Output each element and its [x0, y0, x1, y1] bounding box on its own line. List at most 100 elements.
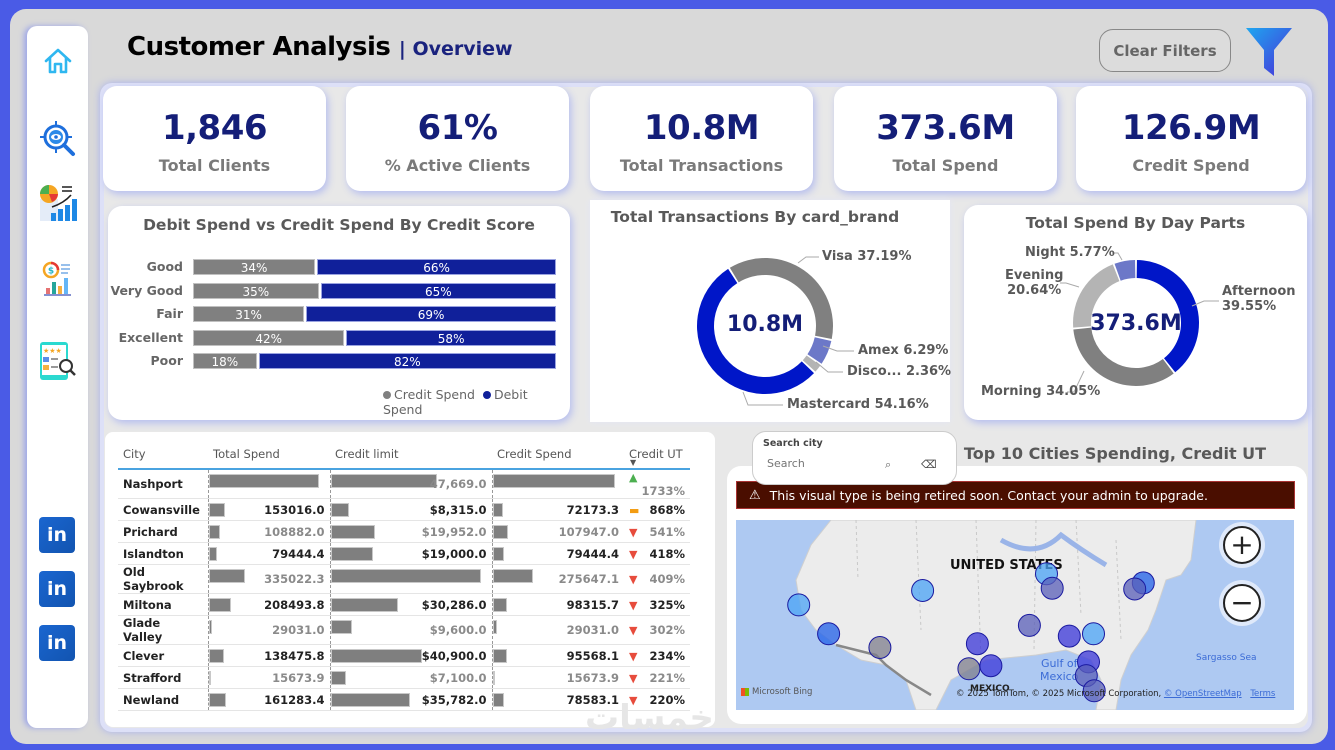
map-bubble[interactable] [957, 657, 981, 681]
cell-value: 29031.0 [566, 623, 619, 637]
linkedin-icon[interactable]: in [39, 571, 75, 607]
search-input[interactable] [767, 457, 867, 470]
table-row[interactable]: Strafford 15673.9 $7,100.0 15673.9 ▼ 221% [118, 666, 690, 689]
terms-link[interactable]: Terms [1250, 689, 1276, 699]
table-row[interactable]: Clever 138475.8 $40,900.0 95568.1 ▼ 234% [118, 644, 690, 667]
map-zoom-in-button[interactable]: + [1223, 526, 1261, 564]
bubble-map[interactable]: UNITED STATES Gulf of Mexico Sargasso Sea… [736, 520, 1294, 710]
cell-total-spend [207, 469, 330, 499]
column-header-credit-ut[interactable]: Credit UT ▼ [624, 440, 690, 470]
filter-funnel-icon[interactable] [1244, 26, 1296, 82]
data-bar [330, 649, 422, 663]
cell-city: Old Saybrook [118, 564, 208, 594]
map-bubble[interactable] [1082, 622, 1105, 646]
donut-label-mastercard: Mastercard 54.16% [787, 397, 929, 412]
leader-line-afternoon [1191, 300, 1219, 307]
column-header-credit-spend[interactable]: Credit Spend [492, 440, 624, 470]
map-bubble[interactable] [1082, 679, 1106, 703]
dollar-chart-icon[interactable]: $ [37, 258, 79, 300]
legend-item-credit[interactable]: Credit Spend [383, 387, 475, 402]
eraser-icon[interactable]: ⌫ [921, 458, 937, 471]
data-bar [208, 693, 227, 707]
bar-credit-spend[interactable]: 31% [193, 306, 305, 322]
donut-svg [1060, 252, 1219, 393]
donut-slice-afternoon[interactable] [1136, 260, 1199, 373]
table-row[interactable]: Islandton 79444.4 $19,000.0 79444.4 ▼ 418% [118, 542, 690, 565]
data-bar [492, 474, 615, 488]
bar-credit-spend[interactable]: 34% [193, 259, 316, 275]
map-bubble[interactable] [787, 593, 811, 617]
donut-slice-night[interactable] [1114, 260, 1136, 281]
home-icon[interactable] [37, 40, 79, 82]
donut-slice-evening[interactable] [1073, 264, 1120, 328]
clear-filters-button[interactable]: Clear Filters [1099, 29, 1231, 72]
trend-up-icon: ▲ [629, 471, 638, 484]
bar-credit-spend[interactable]: 18% [193, 353, 257, 369]
linkedin-icon[interactable]: in [39, 517, 75, 553]
bar-category-label: Very Good [110, 282, 183, 298]
map-bubble[interactable] [1040, 576, 1064, 600]
cell-credit-ut: ▼ 220% [624, 688, 690, 711]
donut-slice-morning[interactable] [1073, 327, 1174, 386]
cell-value: 15673.9 [566, 670, 619, 685]
data-bar [492, 649, 507, 663]
bar-debit-spend[interactable]: 82% [258, 353, 556, 369]
donut-slice-amex[interactable] [807, 337, 832, 364]
bar-debit-spend[interactable]: 65% [320, 282, 556, 299]
bar-credit-spend[interactable]: 35% [193, 282, 319, 299]
bar-category-label: Excellent [118, 329, 183, 345]
map-bubble[interactable] [911, 579, 935, 602]
data-bar [208, 547, 218, 561]
data-bar [208, 620, 212, 634]
map-bubble[interactable] [817, 622, 841, 646]
donut-label-discover: Disco... 2.36% [847, 364, 952, 379]
trend-flat-icon: ▬ [629, 503, 640, 517]
cell-credit-limit: $30,286.0 [329, 593, 492, 616]
map-bubble[interactable] [979, 654, 1003, 678]
cell-total-spend: 335022.3 [207, 564, 330, 594]
bar-debit-spend[interactable]: 69% [306, 306, 556, 322]
trend-down-icon: ▼ [629, 598, 638, 612]
cell-value: 47,669.0 [429, 477, 487, 491]
kpi-label: Credit Spend [1132, 156, 1250, 175]
bar-debit-spend[interactable]: 66% [317, 259, 556, 275]
rating-report-icon[interactable]: ★★★ [37, 340, 79, 382]
data-bar [330, 598, 398, 612]
cell-credit-ut: ▼ 325% [624, 593, 690, 616]
search-icon[interactable]: ⌕ [885, 458, 892, 471]
sort-desc-icon[interactable]: ▼ [630, 458, 637, 467]
kpi-value: 61% [417, 108, 498, 148]
donut-slice-mastercard[interactable] [697, 268, 815, 394]
bar-credit-spend[interactable]: 42% [193, 329, 345, 346]
map-bubble[interactable] [868, 636, 892, 659]
column-header-total-spend[interactable]: Total Spend [208, 440, 330, 470]
map-bubble[interactable] [965, 632, 989, 656]
table-row[interactable]: Newland 161283.4 $35,782.0 78583.1 ▼ 220% [118, 688, 690, 711]
table-row[interactable]: Prichard 108882.0 $19,952.0 107947.0 ▼ 541% [118, 520, 690, 543]
osm-link[interactable]: © OpenStreetMap [1163, 689, 1242, 699]
bar-debit-spend[interactable]: 58% [346, 329, 556, 346]
cell-credit-spend: 107947.0 [491, 520, 624, 543]
column-header-credit-limit[interactable]: Credit limit [330, 440, 492, 470]
eye-search-icon[interactable] [37, 118, 79, 160]
table-row[interactable]: Glade Valley 29031.0 $9,600.0 29031.0 ▼ 302% [118, 615, 690, 645]
table-row[interactable]: Old Saybrook 335022.3 275647.1 ▼ 409% [118, 564, 690, 594]
pie-bar-chart-icon[interactable] [37, 182, 79, 224]
map-zoom-out-button[interactable]: − [1223, 584, 1261, 622]
column-header-city[interactable]: City [118, 440, 208, 470]
table-row[interactable]: Cowansville 153016.0 $8,315.0 72173.3 ▬ 868% [118, 498, 690, 521]
cell-value: $19,952.0 [421, 524, 487, 539]
cell-credit-spend [491, 469, 624, 499]
table-row[interactable]: Nashport 47,669.0 ▲ 1733% [118, 469, 690, 499]
table-row[interactable]: Miltona 208493.8 $30,286.0 98315.7 ▼ 325% [118, 593, 690, 616]
map-bubble[interactable] [1123, 577, 1147, 601]
legend-item-debit[interactable]: Debit Spend [383, 387, 528, 417]
donut-slice-discover[interactable] [802, 355, 821, 372]
donut-slice-visa[interactable] [729, 258, 833, 340]
cell-value: $35,782.0 [421, 692, 487, 707]
map-bubble[interactable] [1057, 624, 1081, 648]
donut-label-visa: Visa 37.19% [822, 249, 912, 264]
map-bubble[interactable] [1017, 613, 1041, 637]
linkedin-icon[interactable]: in [39, 625, 75, 661]
data-bar [492, 525, 509, 539]
